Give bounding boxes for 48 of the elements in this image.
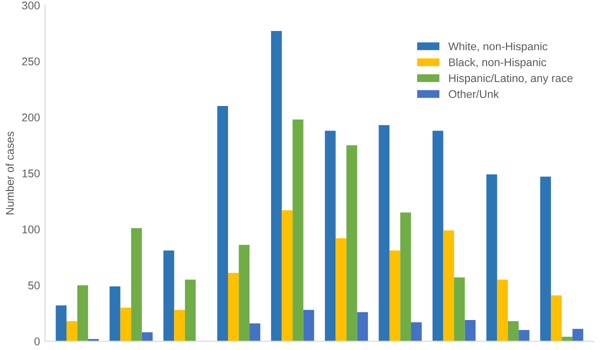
bar — [184, 280, 196, 342]
bar — [411, 322, 422, 342]
bar — [120, 308, 132, 342]
bar — [400, 212, 411, 342]
legend-label: Hispanic/Latino, any race — [449, 74, 573, 84]
bar — [518, 330, 530, 342]
bar — [56, 305, 67, 342]
y-tick-label: 300 — [22, 2, 40, 10]
bar — [217, 106, 228, 342]
legend-label: Other/Unk — [448, 90, 499, 98]
bar — [508, 321, 519, 342]
bar — [271, 31, 282, 342]
bar — [163, 250, 174, 342]
bar — [250, 323, 260, 342]
bar — [572, 328, 584, 342]
y-tick-label: 200 — [22, 114, 40, 122]
bar — [357, 312, 368, 342]
bar — [174, 310, 185, 342]
bar — [228, 272, 239, 342]
y-tick-label: 150 — [22, 170, 40, 178]
bar — [77, 285, 88, 342]
legend-label: White, non-Hispanic — [448, 42, 548, 52]
bar — [454, 277, 465, 342]
bar — [282, 210, 293, 342]
bar — [238, 244, 250, 342]
bar — [378, 125, 390, 342]
bar — [336, 238, 346, 342]
bar — [110, 286, 120, 342]
bar — [540, 176, 551, 342]
y-tick-label: 100 — [22, 226, 40, 234]
bar — [303, 310, 314, 342]
y-tick-label: 50 — [28, 282, 40, 290]
y-axis-title: Number of cases — [6, 132, 14, 214]
bar — [497, 280, 508, 342]
y-tick-label: 0 — [34, 338, 40, 346]
y-tick-label: 250 — [22, 58, 40, 66]
legend-label: Black, non-Hispanic — [449, 58, 546, 68]
bar — [346, 145, 358, 342]
bar — [432, 130, 444, 342]
bar — [443, 230, 454, 342]
bar — [464, 320, 476, 342]
bar — [292, 119, 304, 342]
bar — [486, 174, 498, 342]
bar — [550, 295, 562, 342]
bar — [389, 250, 400, 342]
bar — [131, 228, 142, 342]
bar — [66, 321, 78, 342]
bar — [324, 130, 336, 342]
